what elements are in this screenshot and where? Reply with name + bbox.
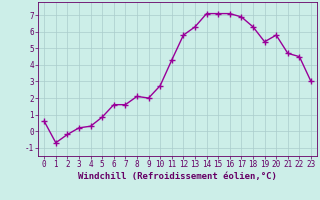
X-axis label: Windchill (Refroidissement éolien,°C): Windchill (Refroidissement éolien,°C) xyxy=(78,172,277,181)
